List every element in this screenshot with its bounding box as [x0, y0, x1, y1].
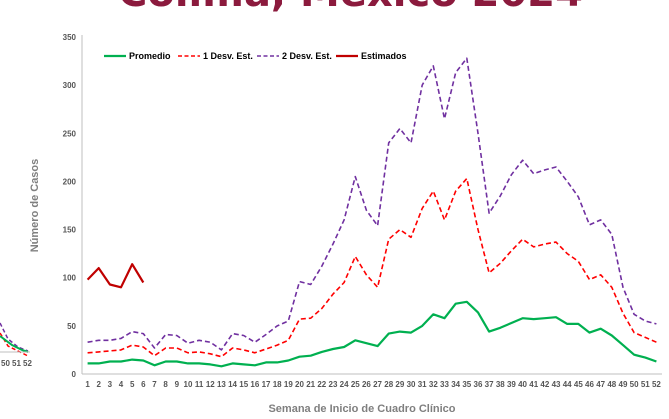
x-tick-label: 29 — [395, 380, 404, 389]
y-tick-label: 350 — [63, 33, 77, 42]
x-tick-label: 35 — [462, 380, 471, 389]
y-tick-label: 0 — [72, 370, 77, 379]
x-tick-label: 52 — [652, 380, 661, 389]
series-line-estimados — [86, 263, 145, 289]
series-line-promedio — [87, 300, 657, 368]
x-tick-label: 42 — [540, 380, 549, 389]
y-tick-label: 300 — [63, 81, 77, 90]
x-tick-label: 15 — [239, 380, 248, 389]
x-tick-label: 47 — [596, 380, 605, 389]
x-tick-label: 18 — [273, 380, 282, 389]
x-tick-label: 10 — [184, 380, 193, 389]
x-tick-label: 21 — [306, 380, 315, 389]
y-tick-label: 250 — [63, 129, 77, 138]
x-tick-label: 24 — [340, 380, 349, 389]
x-tick-label: 32 — [429, 380, 438, 389]
y-axis-title: Número de Casos — [29, 159, 41, 253]
x-tick-label: 13 — [217, 380, 226, 389]
x-tick-label: 31 — [418, 380, 427, 389]
x-tick-label: 43 — [552, 380, 561, 389]
chart-title: Colima, México 2024 — [118, 0, 583, 16]
x-tick-label: 11 — [195, 380, 204, 389]
legend: Promedio 1 Desv. Est. 2 Desv. Est. Estimado… — [104, 51, 407, 61]
y-tick-label: 100 — [63, 274, 77, 283]
previous-chart-fragment: 50 51 52 — [0, 322, 32, 368]
legend-label: Promedio — [129, 51, 171, 61]
x-tick-label: 45 — [574, 380, 583, 389]
x-tick-label: 22 — [317, 380, 326, 389]
x-tick-label: 46 — [585, 380, 594, 389]
legend-label: Estimados — [361, 51, 407, 61]
x-tick-label: 38 — [496, 380, 505, 389]
x-tick-label: 5 — [130, 380, 135, 389]
x-tick-label: 30 — [407, 380, 416, 389]
x-tick-label: 40 — [518, 380, 527, 389]
x-tick-label: 14 — [228, 380, 237, 389]
x-tick-label: 48 — [607, 380, 616, 389]
x-tick-label: 26 — [362, 380, 371, 389]
x-tick-label: 49 — [619, 380, 628, 389]
x-tick-label: 8 — [163, 380, 168, 389]
x-tick-label: 19 — [284, 380, 293, 389]
series-lines — [86, 57, 657, 368]
series-line-2-desv-est — [87, 57, 657, 351]
legend-label: 2 Desv. Est. — [282, 51, 332, 61]
x-axis-ticks: 1 2 3 4 5 6 7 8 9 10 11 12 13 14 15 16 17 18 19 20 21 22 23 24 2… — [85, 380, 661, 389]
y-tick-label: 150 — [63, 226, 77, 235]
x-tick-label: 9 — [175, 380, 180, 389]
x-tick-label: 6 — [141, 380, 146, 389]
fragment-line — [0, 322, 29, 352]
x-tick-label: 20 — [295, 380, 304, 389]
x-axis-title: Semana de Inicio de Cuadro Clínico — [268, 403, 455, 415]
y-tick-label: 50 — [67, 322, 76, 331]
fragment-tick-label: 50 — [1, 359, 10, 368]
fragment-tick-label: 52 — [23, 359, 32, 368]
x-tick-label: 37 — [485, 380, 494, 389]
x-tick-label: 50 — [630, 380, 639, 389]
x-tick-label: 27 — [373, 380, 382, 389]
x-tick-label: 44 — [563, 380, 572, 389]
x-tick-label: 2 — [97, 380, 102, 389]
x-tick-label: 12 — [206, 380, 215, 389]
x-tick-label: 28 — [384, 380, 393, 389]
fragment-line — [0, 335, 29, 353]
x-tick-label: 36 — [474, 380, 483, 389]
fragment-tick-label: 51 — [12, 359, 21, 368]
x-tick-label: 33 — [440, 380, 449, 389]
y-tick-label: 200 — [63, 177, 77, 186]
x-tick-label: 16 — [250, 380, 259, 389]
series-line-1-desv-est — [87, 177, 657, 358]
x-tick-label: 23 — [329, 380, 338, 389]
x-tick-label: 7 — [152, 380, 157, 389]
x-tick-label: 51 — [641, 380, 650, 389]
x-tick-label: 3 — [108, 380, 113, 389]
x-tick-label: 4 — [119, 380, 124, 389]
x-tick-label: 25 — [351, 380, 360, 389]
x-tick-label: 41 — [529, 380, 538, 389]
legend-label: 1 Desv. Est. — [203, 51, 253, 61]
chart-axes — [81, 35, 662, 375]
x-tick-label: 34 — [451, 380, 460, 389]
y-axis-ticks: 0 50 100 150 200 250 300 350 — [63, 33, 77, 379]
x-tick-label: 1 — [85, 380, 90, 389]
x-tick-label: 39 — [507, 380, 516, 389]
x-tick-label: 17 — [262, 380, 271, 389]
